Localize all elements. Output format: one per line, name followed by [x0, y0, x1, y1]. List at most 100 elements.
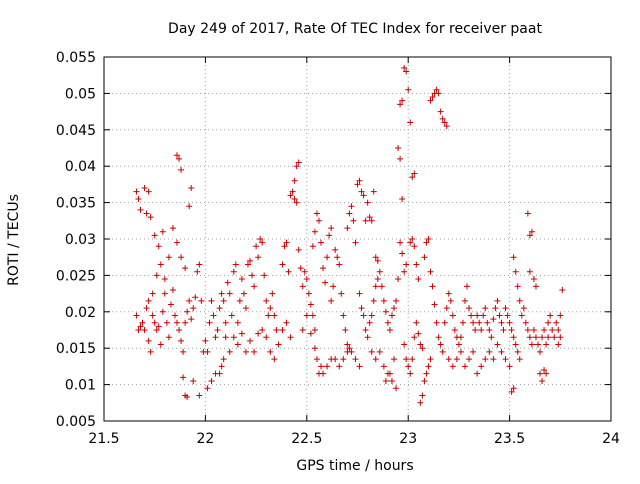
plot-frame	[103, 56, 612, 422]
data-point	[508, 388, 515, 395]
data-point	[498, 319, 505, 326]
data-point	[303, 276, 310, 283]
data-point	[549, 327, 556, 333]
data-point	[269, 290, 276, 297]
data-point	[403, 356, 410, 363]
y-tick-label: 0.03	[65, 232, 96, 248]
data-point	[145, 188, 152, 195]
data-point	[461, 363, 468, 370]
data-point	[532, 283, 539, 290]
data-point	[370, 297, 377, 304]
data-point	[358, 305, 365, 312]
data-point	[391, 305, 398, 312]
data-point	[539, 334, 546, 341]
data-point	[186, 297, 193, 304]
data-point	[182, 319, 189, 326]
data-point	[147, 348, 154, 355]
data-point	[176, 327, 183, 333]
data-point	[425, 363, 432, 370]
data-point	[368, 312, 375, 319]
data-point	[399, 97, 406, 104]
data-point	[208, 377, 215, 384]
data-point	[427, 268, 434, 275]
data-point	[374, 257, 381, 264]
data-point	[423, 370, 430, 377]
data-point	[541, 367, 548, 374]
data-point	[340, 356, 347, 363]
data-point	[480, 312, 487, 319]
data-point	[273, 327, 280, 333]
data-point	[399, 195, 406, 202]
data-point	[459, 319, 466, 326]
data-point	[212, 334, 219, 341]
data-point	[520, 305, 527, 312]
data-point	[388, 312, 395, 319]
data-point	[279, 327, 286, 333]
data-point	[478, 363, 485, 370]
data-point	[407, 119, 414, 126]
data-point	[332, 356, 339, 363]
data-point	[313, 210, 320, 217]
data-point	[242, 305, 249, 312]
data-point	[196, 261, 203, 268]
data-point	[397, 155, 404, 162]
data-point	[334, 254, 341, 261]
data-point	[342, 327, 349, 333]
data-point	[431, 301, 438, 308]
data-point	[512, 268, 519, 275]
data-point	[311, 327, 318, 333]
data-point	[214, 327, 221, 333]
data-point	[415, 276, 422, 283]
data-point	[295, 246, 302, 253]
data-point	[275, 341, 282, 348]
data-point	[356, 363, 363, 370]
data-point	[409, 174, 416, 181]
data-point	[451, 327, 458, 333]
data-point	[240, 290, 247, 297]
data-point	[184, 308, 191, 315]
data-point	[190, 377, 197, 384]
data-point	[267, 305, 274, 312]
data-point	[366, 319, 373, 326]
data-point	[133, 312, 140, 319]
data-point	[388, 377, 395, 384]
y-tick-label: 0.04	[65, 159, 96, 175]
data-point	[291, 177, 298, 184]
data-point	[494, 341, 501, 348]
data-point	[147, 214, 154, 221]
data-point	[346, 210, 353, 217]
data-point	[417, 399, 424, 406]
data-point	[466, 356, 473, 363]
data-point	[441, 319, 448, 326]
data-point	[352, 356, 359, 363]
data-point	[557, 312, 564, 319]
data-point	[403, 68, 410, 75]
data-point	[320, 370, 327, 377]
data-point	[299, 283, 306, 290]
data-point	[232, 261, 239, 268]
data-point	[506, 319, 513, 326]
data-point	[192, 294, 199, 301]
data-point	[218, 363, 225, 370]
data-point	[263, 334, 270, 341]
data-point	[174, 239, 181, 246]
data-point	[230, 268, 237, 275]
data-point	[512, 341, 519, 348]
data-point	[263, 297, 270, 304]
data-point	[494, 297, 501, 304]
data-point	[155, 323, 162, 330]
data-point	[344, 341, 351, 348]
data-point	[382, 377, 389, 384]
data-point	[178, 337, 185, 344]
data-point	[137, 206, 144, 213]
data-point	[403, 261, 410, 268]
data-point	[409, 236, 416, 242]
data-point	[228, 312, 235, 319]
data-point	[344, 225, 351, 232]
data-point	[427, 97, 434, 104]
data-point	[461, 297, 468, 304]
data-point	[358, 188, 365, 195]
data-point	[153, 272, 160, 279]
data-point	[397, 239, 404, 246]
data-point	[222, 334, 229, 341]
